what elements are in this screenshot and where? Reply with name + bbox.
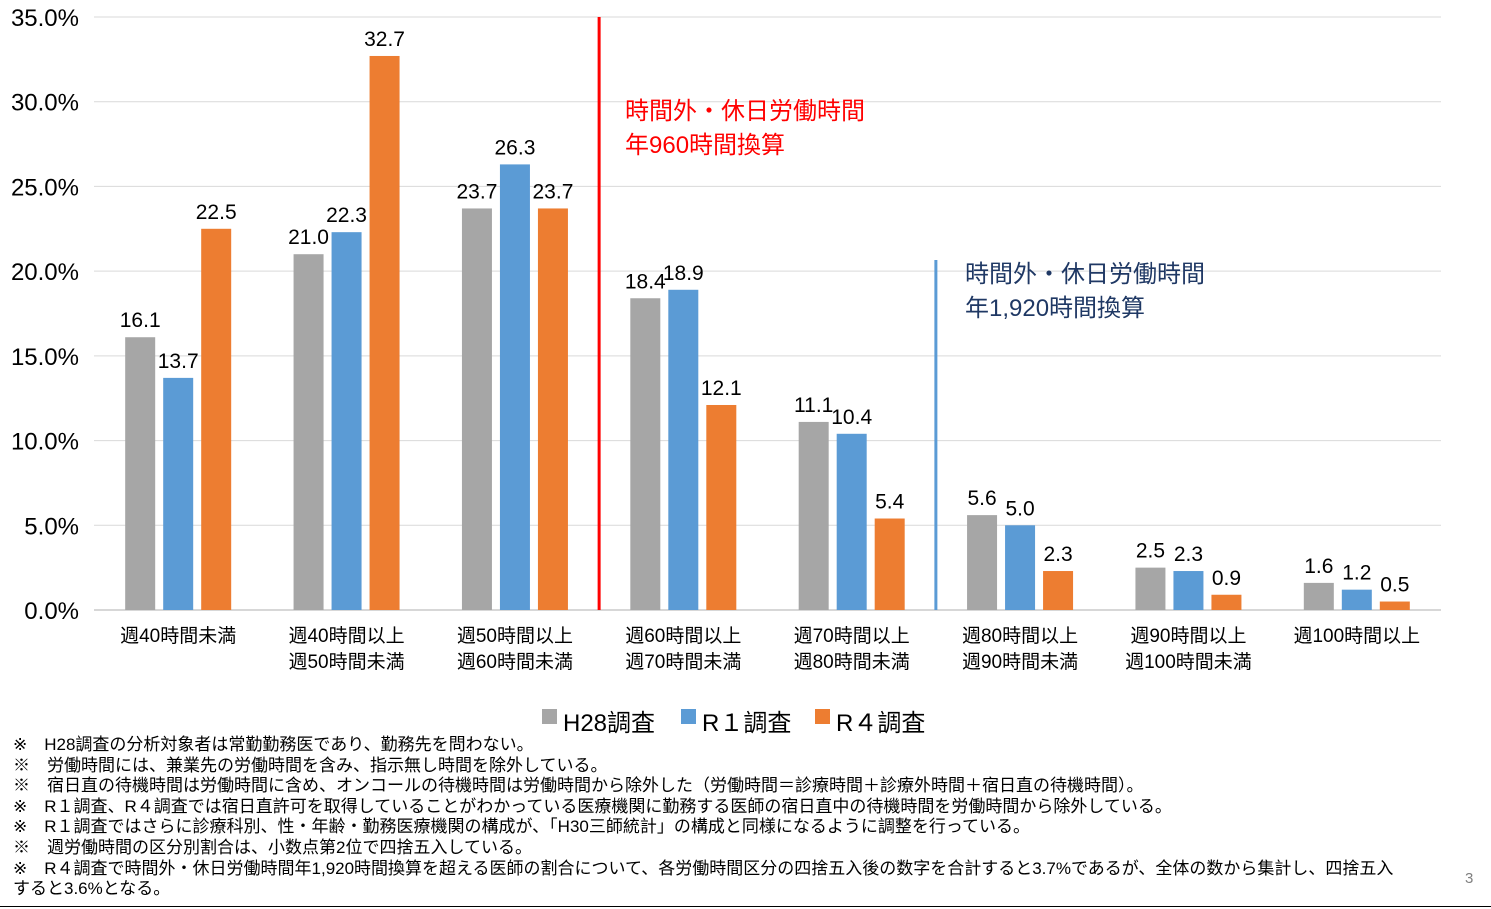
- svg-text:週70時間未満: 週70時間未満: [625, 651, 741, 673]
- svg-text:2.3: 2.3: [1043, 543, 1072, 566]
- svg-text:週90時間未満: 週90時間未満: [962, 651, 1078, 673]
- svg-text:11.1: 11.1: [794, 394, 833, 417]
- svg-text:0.9: 0.9: [1212, 567, 1241, 590]
- svg-text:0.0%: 0.0%: [24, 598, 79, 625]
- svg-text:週70時間以上: 週70時間以上: [794, 625, 910, 647]
- svg-text:22.5: 22.5: [196, 201, 237, 224]
- svg-text:23.7: 23.7: [457, 180, 498, 203]
- svg-text:週60時間未満: 週60時間未満: [457, 651, 573, 673]
- svg-text:週80時間以上: 週80時間以上: [962, 625, 1078, 647]
- svg-text:12.1: 12.1: [701, 377, 742, 400]
- svg-text:週40時間以上: 週40時間以上: [288, 625, 404, 647]
- svg-text:1.2: 1.2: [1342, 562, 1371, 585]
- svg-text:5.0%: 5.0%: [24, 513, 79, 540]
- svg-text:週100時間未満: 週100時間未満: [1125, 651, 1252, 673]
- svg-text:35.0%: 35.0%: [11, 5, 79, 32]
- svg-text:26.3: 26.3: [495, 136, 536, 159]
- svg-text:0.5: 0.5: [1380, 574, 1409, 597]
- svg-text:2.3: 2.3: [1174, 543, 1203, 566]
- svg-text:10.4: 10.4: [831, 406, 872, 429]
- svg-text:5.6: 5.6: [967, 487, 996, 510]
- svg-text:16.1: 16.1: [120, 309, 161, 332]
- svg-text:10.0%: 10.0%: [11, 429, 79, 456]
- svg-text:32.7: 32.7: [364, 28, 405, 51]
- svg-text:21.0: 21.0: [288, 226, 329, 249]
- svg-text:15.0%: 15.0%: [11, 344, 79, 371]
- svg-text:5.0: 5.0: [1005, 497, 1034, 520]
- svg-text:20.0%: 20.0%: [11, 259, 79, 286]
- svg-text:週50時間未満: 週50時間未満: [288, 651, 404, 673]
- svg-text:13.7: 13.7: [158, 350, 199, 373]
- svg-text:週100時間以上: 週100時間以上: [1293, 625, 1420, 647]
- svg-text:30.0%: 30.0%: [11, 90, 79, 117]
- svg-text:22.3: 22.3: [326, 204, 367, 227]
- svg-text:1.6: 1.6: [1304, 555, 1333, 578]
- svg-text:18.9: 18.9: [663, 262, 704, 285]
- svg-text:25.0%: 25.0%: [11, 174, 79, 201]
- svg-text:18.4: 18.4: [625, 270, 666, 293]
- svg-text:週40時間未満: 週40時間未満: [120, 625, 236, 647]
- svg-text:2.5: 2.5: [1136, 540, 1165, 563]
- svg-text:週60時間以上: 週60時間以上: [625, 625, 741, 647]
- svg-text:週80時間未満: 週80時間未満: [794, 651, 910, 673]
- svg-text:23.7: 23.7: [533, 180, 574, 203]
- svg-text:週50時間以上: 週50時間以上: [457, 625, 573, 647]
- svg-text:週90時間以上: 週90時間以上: [1130, 625, 1246, 647]
- svg-text:5.4: 5.4: [875, 491, 905, 514]
